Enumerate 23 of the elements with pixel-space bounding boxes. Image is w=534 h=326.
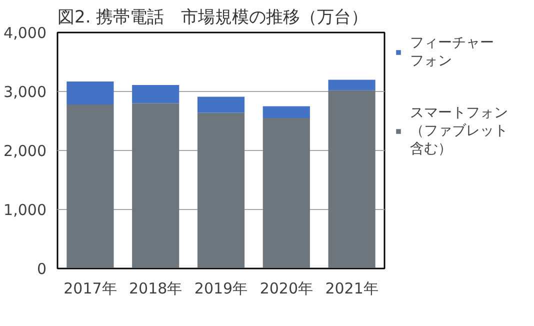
x-tick-label: 2019年 xyxy=(194,280,248,298)
bar xyxy=(262,118,310,268)
y-tick-label: 1,000 xyxy=(4,201,47,219)
bar xyxy=(66,104,114,268)
x-tick-label: 2021年 xyxy=(325,280,378,298)
legend-label: スマートフォン（ファブレット含む） xyxy=(410,104,508,158)
x-tick-label: 2020年 xyxy=(260,280,313,298)
y-tick-label: 0 xyxy=(36,260,47,278)
bar xyxy=(328,80,376,90)
y-tick-label: 2,000 xyxy=(4,142,47,160)
bar xyxy=(197,96,245,113)
y-tick-label: 3,000 xyxy=(4,83,47,101)
x-tick-label: 2018年 xyxy=(129,280,182,298)
bar xyxy=(132,85,180,104)
chart-title: 図2. 携帯電話 市場規模の推移（万台） xyxy=(58,8,368,28)
legend-label: フィーチャーフォン xyxy=(410,34,494,70)
bar xyxy=(132,103,180,268)
x-tick-label: 2017年 xyxy=(64,280,117,298)
bar xyxy=(197,112,245,268)
bar xyxy=(66,81,114,104)
y-tick-label: 4,000 xyxy=(4,24,47,42)
bar xyxy=(328,90,376,268)
bar xyxy=(262,106,310,118)
